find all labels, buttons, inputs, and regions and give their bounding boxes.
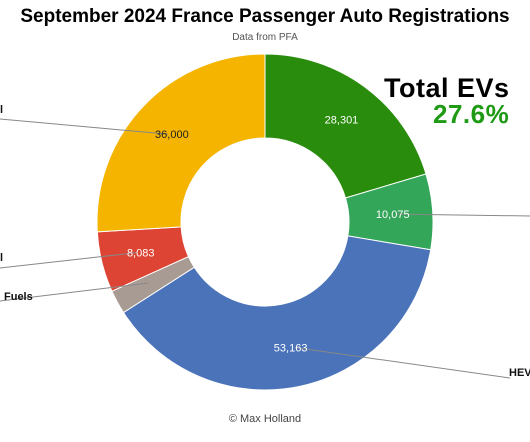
outer-label-yellow: l xyxy=(0,104,4,116)
slice-label-2: 53,163 xyxy=(274,342,308,354)
slice-5 xyxy=(96,53,266,233)
copyright-footer: © Max Holland xyxy=(228,413,302,425)
slice-label-0: 28,301 xyxy=(325,114,359,126)
outer-label-hev: HEV xyxy=(509,367,530,379)
slice-label-1: 10,075 xyxy=(376,209,410,221)
total-evs-callout: Total EVs xyxy=(384,73,510,103)
slice-2 xyxy=(122,235,432,391)
leader-line-4 xyxy=(0,252,137,269)
slice-label-4: 8,083 xyxy=(127,248,155,260)
leader-line-3 xyxy=(0,282,149,302)
leader-line-2 xyxy=(294,346,511,379)
chart-title: September 2024 France Passenger Auto Reg… xyxy=(20,6,510,27)
chart-subtitle: Data from PFA xyxy=(232,32,298,43)
outer-label-fuels: Fuels xyxy=(4,291,33,303)
leader-line-1 xyxy=(396,213,530,217)
outer-label-red: l xyxy=(0,252,4,264)
slice-0 xyxy=(264,53,427,199)
slice-label-5: 36,000 xyxy=(155,129,189,141)
leader-line-5 xyxy=(0,118,168,135)
total-evs-percent: 27.6% xyxy=(433,99,510,129)
